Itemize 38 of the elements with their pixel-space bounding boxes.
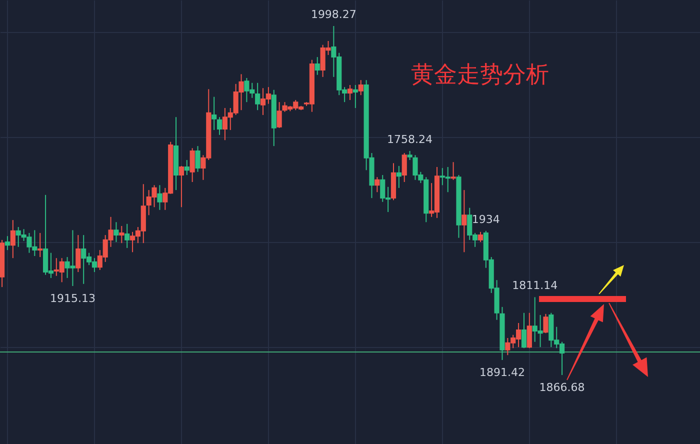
annotation: 1998.27 [310, 8, 356, 21]
candlestick [157, 184, 162, 210]
candlestick [462, 190, 467, 253]
candlestick [526, 312, 532, 349]
candlestick [255, 82, 260, 111]
candlestick [352, 84, 358, 109]
annotation: 1811.14 [512, 279, 558, 292]
candlestick [124, 223, 130, 248]
candlestick [402, 152, 407, 183]
candlestick [543, 313, 548, 334]
annotation: 1758.24 [387, 132, 433, 146]
candlestick [358, 80, 364, 96]
candlestick [521, 312, 527, 349]
annotation: 1934 [472, 212, 500, 226]
candlestick [407, 150, 412, 161]
candlestick [4, 236, 10, 251]
text: 黄金走势分析 [411, 62, 549, 88]
candlestick [119, 225, 124, 244]
candlestick [374, 176, 380, 193]
candlestick [314, 56, 320, 76]
candlestick [10, 220, 16, 259]
candlestick [195, 146, 200, 172]
candlestick [478, 231, 484, 243]
candlestick [212, 96, 217, 130]
annotation: 1915.13 [50, 292, 96, 306]
candlestick [76, 234, 81, 273]
annotation: 1866.68 [539, 381, 585, 394]
candlestick [396, 165, 402, 188]
annotation: 1891.42 [479, 366, 525, 379]
candlestick [38, 232, 43, 258]
candlestick [216, 116, 222, 136]
candlestick [450, 162, 456, 180]
candlestick [114, 222, 119, 243]
candlestick [347, 84, 353, 100]
candlestick [184, 160, 190, 176]
candlestick [190, 148, 195, 183]
candlestick [178, 165, 184, 208]
candlestick [276, 102, 282, 128]
